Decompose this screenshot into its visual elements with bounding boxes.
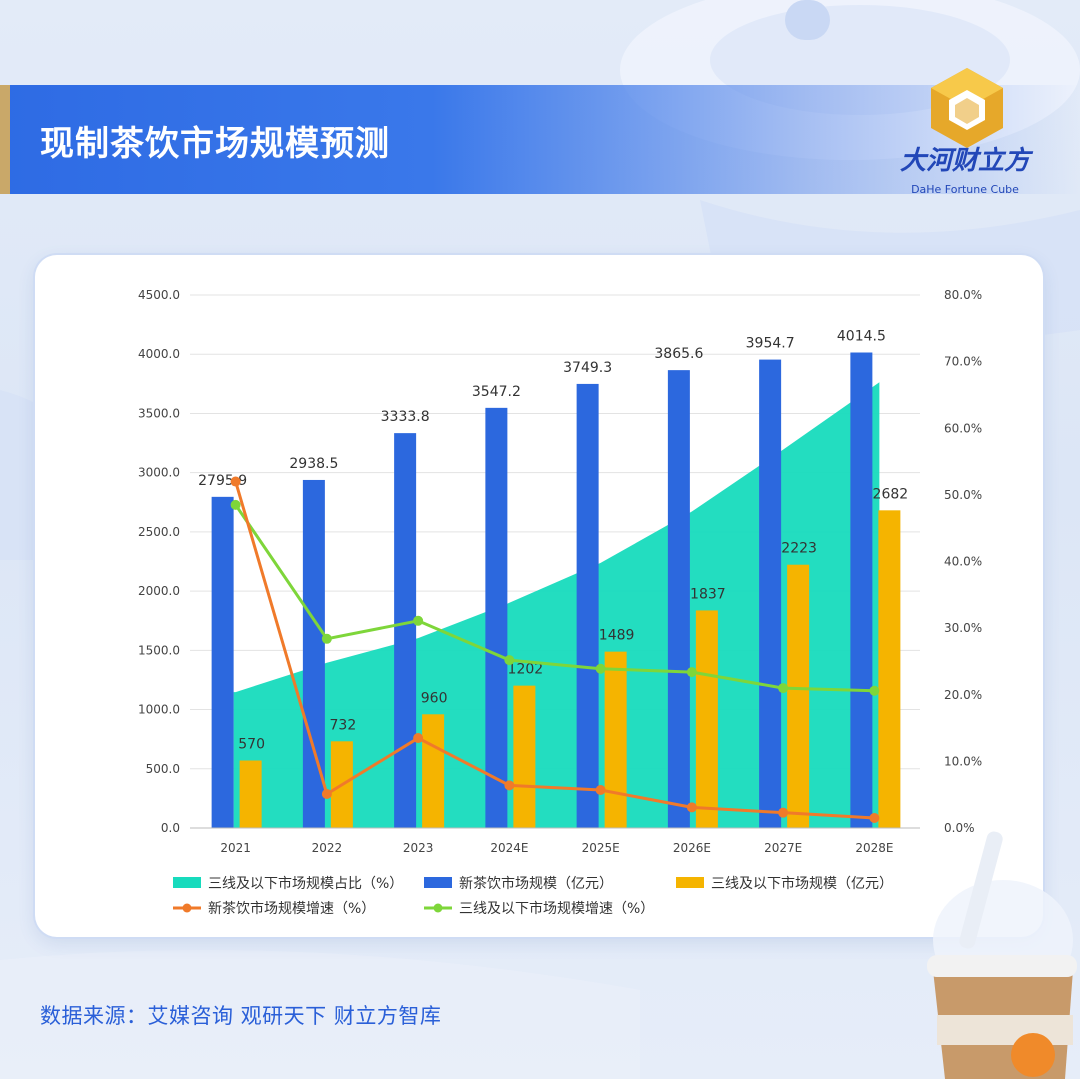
milk-tea-cup-icon <box>927 831 1077 1079</box>
lower-tier-growth-point <box>321 633 332 644</box>
new-tea-growth-point <box>869 813 880 824</box>
bar-lower-tier-market <box>695 610 718 828</box>
bar-new-tea-label: 3954.7 <box>746 336 795 352</box>
legend-swatch-marker <box>182 903 192 913</box>
bar-lower-tier-label: 2682 <box>873 486 909 502</box>
y-left-tick-label: 0.0 <box>161 821 180 835</box>
y-right-tick-label: 60.0% <box>944 421 982 435</box>
lower-tier-growth-point <box>778 683 789 694</box>
lower-tier-growth-point <box>686 667 697 678</box>
lower-tier-growth-point <box>595 663 606 674</box>
y-left-tick-label: 500.0 <box>146 762 180 776</box>
bar-new-tea-label: 3333.8 <box>381 409 430 425</box>
bar-lower-tier-market <box>787 564 810 828</box>
bar-lower-tier-market <box>513 685 536 828</box>
chart: 0.0 500.0 1000.0 1500.0 2000.0 2500.0 3000.0 35… <box>138 288 982 917</box>
lower-tier-growth-point <box>504 655 515 666</box>
area-lower-tier-share <box>233 382 880 828</box>
x-tick-label: 2028E <box>855 841 893 855</box>
legend-swatch <box>424 877 452 888</box>
bar-lower-tier-label: 2223 <box>781 541 817 557</box>
bar-lower-tier-label: 1202 <box>508 662 544 678</box>
bar-new-tea-market <box>667 370 690 828</box>
new-tea-growth-line <box>234 481 875 820</box>
legend-label: 三线及以下市场规模占比（%） <box>208 875 403 892</box>
bar-lower-tier-label: 1837 <box>690 586 726 602</box>
new-tea-growth-point <box>413 733 424 744</box>
y-left-tick-label: 2500.0 <box>138 525 180 539</box>
y-left-tick-label: 4500.0 <box>138 288 180 302</box>
bar-lower-tier-label: 1489 <box>599 628 635 644</box>
y-left-tick-label: 3500.0 <box>138 406 180 420</box>
y-right-tick-label: 40.0% <box>944 555 982 569</box>
bar-new-tea-label: 3547.2 <box>472 384 521 400</box>
bar-lower-tier-market <box>604 651 627 828</box>
lower-tier-growth-point <box>230 499 241 510</box>
bar-new-tea-market <box>211 496 234 828</box>
bar-lower-tier-label: 732 <box>330 717 357 733</box>
title-bar <box>0 85 1080 194</box>
page-title: 现制茶饮市场规模预测 <box>40 124 390 164</box>
cube-logo-icon <box>931 68 1003 148</box>
legend-label: 新茶饮市场规模增速（%） <box>208 900 375 917</box>
y-left-tick-label: 3000.0 <box>138 466 180 480</box>
x-tick-label: 2022 <box>312 841 343 855</box>
chart-card: 0.0 500.0 1000.0 1500.0 2000.0 2500.0 3000.0 35… <box>35 255 1043 937</box>
bar-new-tea-label: 4014.5 <box>837 329 886 345</box>
x-tick-label: 2027E <box>764 841 802 855</box>
legend-label: 三线及以下市场规模增速（%） <box>459 900 654 917</box>
legend-label: 三线及以下市场规模（亿元） <box>711 875 893 892</box>
new-tea-growth-point <box>321 789 332 800</box>
new-tea-growth-point <box>504 780 515 791</box>
new-tea-growth-point <box>686 802 697 813</box>
x-tick-label: 2026E <box>673 841 711 855</box>
logo-chinese-name: 大河财立方 <box>900 146 1031 176</box>
bar-new-tea-market <box>302 479 325 828</box>
x-tick-label: 2024E <box>490 841 528 855</box>
lower-tier-growth-point <box>869 685 880 696</box>
y-left-tick-label: 1500.0 <box>138 643 180 657</box>
bar-new-tea-market <box>576 383 599 828</box>
bar-lower-tier-market <box>239 760 262 828</box>
y-left-tick-label: 4000.0 <box>138 347 180 361</box>
bar-new-tea-market <box>394 433 417 828</box>
bar-lower-tier-label: 570 <box>238 736 265 752</box>
y-right-tick-label: 30.0% <box>944 621 982 635</box>
x-tick-label: 2025E <box>582 841 620 855</box>
legend-swatch <box>173 877 201 888</box>
legend-label: 新茶饮市场规模（亿元） <box>459 875 613 892</box>
y-right-tick-label: 50.0% <box>944 488 982 502</box>
bar-new-tea-label: 2938.5 <box>289 456 338 472</box>
legend-swatch <box>676 877 704 888</box>
new-tea-growth-point <box>595 785 606 796</box>
y-right-tick-label: 10.0% <box>944 754 982 768</box>
legend-swatch-marker <box>433 903 443 913</box>
y-right-tick-label: 0.0% <box>944 821 975 835</box>
bar-lower-tier-market <box>422 714 445 828</box>
bar-new-tea-market <box>759 359 782 828</box>
logo-english-name: DaHe Fortune Cube <box>911 183 1019 196</box>
new-tea-growth-point <box>230 476 241 487</box>
y-right-tick-label: 20.0% <box>944 688 982 702</box>
y-left-tick-label: 2000.0 <box>138 584 180 598</box>
new-tea-growth-point <box>778 807 789 818</box>
x-tick-label: 2023 <box>403 841 434 855</box>
bar-new-tea-market <box>485 407 508 828</box>
y-right-tick-label: 70.0% <box>944 355 982 369</box>
x-tick-label: 2021 <box>220 841 251 855</box>
bar-lower-tier-label: 960 <box>421 690 448 706</box>
y-left-tick-label: 1000.0 <box>138 703 180 717</box>
y-right-tick-label: 80.0% <box>944 288 982 302</box>
lower-tier-growth-line <box>234 504 875 693</box>
lower-tier-growth-point <box>413 615 424 626</box>
bar-new-tea-market <box>850 352 873 828</box>
title-accent <box>0 85 10 194</box>
bar-lower-tier-market <box>878 510 901 828</box>
bar-new-tea-label: 3865.6 <box>654 346 703 362</box>
data-source: 数据来源：艾媒咨询 观研天下 财立方智库 <box>40 1004 442 1028</box>
bar-new-tea-label: 3749.3 <box>563 360 612 376</box>
